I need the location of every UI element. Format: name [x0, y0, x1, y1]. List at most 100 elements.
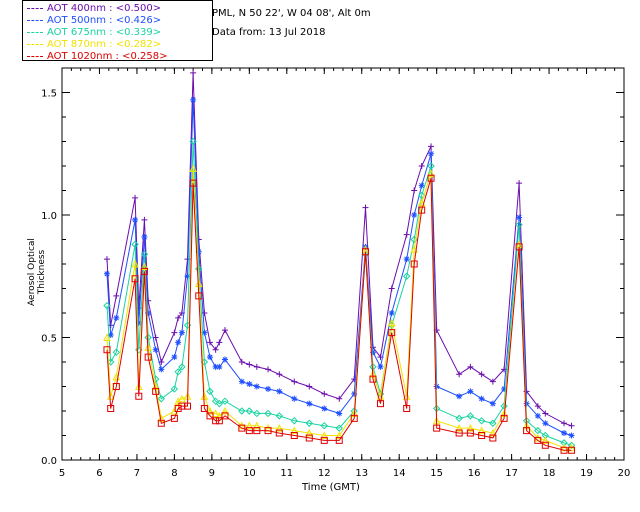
legend-item: AOT 1020nm : <0.258>: [27, 51, 167, 63]
data-point: [427, 162, 435, 170]
legend-label: AOT 870nm : <0.282>: [47, 39, 162, 50]
data-point: [195, 292, 203, 300]
data-point: [211, 409, 220, 417]
x-tick-label: 15: [430, 468, 443, 479]
data-point: [350, 414, 358, 422]
data-point: [362, 204, 369, 211]
data-point: [466, 429, 474, 437]
x-tick-label: 18: [543, 468, 556, 479]
data-point: [477, 417, 486, 425]
data-point: [542, 410, 549, 417]
data-point: [466, 412, 475, 420]
legend-label: AOT 400nm : <0.500>: [47, 3, 162, 14]
data-point: [477, 426, 486, 435]
x-axis-label: Time (GMT): [302, 482, 360, 493]
data-point: [567, 443, 576, 452]
data-point: [456, 393, 463, 400]
data-point: [515, 243, 523, 251]
data-point: [489, 434, 497, 442]
data-point: [158, 366, 165, 373]
data-point: [534, 436, 542, 444]
data-point: [140, 267, 148, 275]
data-point: [410, 260, 418, 268]
data-point: [221, 356, 228, 363]
data-point: [221, 412, 229, 420]
data-point: [201, 310, 208, 316]
data-point: [131, 275, 139, 283]
data-point: [305, 434, 313, 442]
data-point: [200, 405, 208, 413]
data-point: [351, 390, 358, 397]
data-point: [206, 406, 214, 415]
data-point: [178, 329, 185, 336]
data-point: [157, 395, 165, 403]
data-point: [291, 378, 298, 385]
data-point: [103, 270, 110, 277]
legend-swatch: [27, 7, 43, 9]
data-point: [306, 383, 313, 390]
x-tick-label: 20: [618, 468, 631, 479]
data-point: [170, 414, 178, 422]
data-point: [112, 348, 121, 356]
data-point: [290, 426, 299, 435]
data-point: [387, 318, 396, 327]
data-point: [541, 441, 549, 449]
data-point: [112, 383, 120, 390]
x-tick-label: 16: [468, 468, 481, 479]
data-point: [113, 314, 120, 321]
data-point: [455, 429, 463, 437]
data-point: [103, 333, 111, 341]
data-point: [171, 329, 178, 336]
data-point: [560, 446, 568, 454]
data-point: [534, 403, 541, 410]
x-tick-label: 13: [355, 468, 368, 479]
data-point: [184, 273, 191, 280]
data-point: [276, 371, 283, 378]
data-point: [478, 432, 486, 439]
data-point: [500, 414, 508, 422]
x-tick-label: 7: [134, 468, 140, 479]
data-point: [275, 424, 284, 432]
data-point: [290, 432, 298, 439]
data-point: [238, 407, 246, 415]
data-point: [561, 430, 568, 437]
data-point: [388, 285, 395, 292]
data-point: [418, 163, 425, 169]
data-point: [184, 402, 192, 410]
data-point: [141, 216, 148, 223]
data-point: [516, 180, 523, 187]
data-point: [238, 421, 246, 430]
series-line: [106, 168, 572, 449]
data-point: [145, 310, 152, 316]
data-point: [290, 417, 299, 425]
data-point: [467, 388, 474, 395]
x-tick-label: 6: [96, 468, 102, 479]
data-point: [195, 248, 202, 255]
data-point: [264, 424, 272, 432]
data-point: [320, 436, 328, 444]
data-point: [321, 390, 328, 397]
data-point: [246, 361, 253, 368]
data-point: [542, 420, 549, 427]
data-point: [335, 431, 344, 439]
data-point: [567, 441, 576, 450]
data-point: [246, 381, 253, 388]
data-point: [568, 432, 575, 439]
data-point: [253, 421, 261, 430]
data-point: [253, 363, 260, 370]
data-point: [131, 259, 139, 268]
data-point: [320, 421, 328, 430]
data-point: [140, 250, 149, 258]
legend: AOT 400nm : <0.500> AOT 500nm : <0.426> …: [22, 0, 213, 63]
data-point: [516, 214, 523, 221]
data-point: [135, 392, 143, 400]
data-point: [427, 174, 435, 182]
data-point: [175, 339, 182, 346]
data-point: [568, 422, 575, 429]
data-point: [376, 400, 384, 408]
data-point: [157, 419, 165, 427]
data-point: [305, 419, 313, 427]
data-point: [170, 385, 179, 393]
data-point: [174, 368, 182, 376]
